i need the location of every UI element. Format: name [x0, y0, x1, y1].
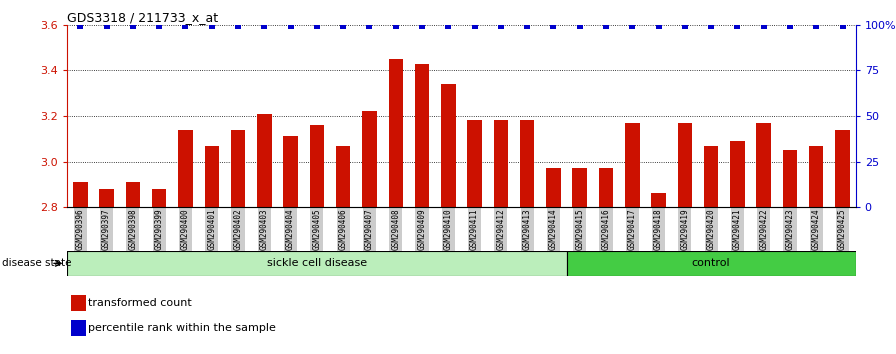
Bar: [310, 125, 324, 207]
Point: [415, 23, 429, 29]
Point: [573, 23, 587, 29]
Point: [625, 23, 640, 29]
Point: [231, 23, 246, 29]
Point: [310, 23, 324, 29]
Point: [651, 23, 666, 29]
Bar: [704, 145, 719, 207]
Bar: [783, 150, 797, 207]
Point: [178, 23, 193, 29]
Bar: [67, 251, 566, 276]
Point: [677, 23, 692, 29]
Bar: [651, 193, 666, 207]
Point: [389, 23, 403, 29]
Point: [704, 23, 719, 29]
Bar: [756, 123, 771, 207]
Bar: [599, 169, 613, 207]
Bar: [73, 182, 88, 207]
Bar: [257, 114, 271, 207]
Text: sickle cell disease: sickle cell disease: [267, 258, 367, 268]
Bar: [125, 182, 140, 207]
Point: [730, 23, 745, 29]
Point: [152, 23, 167, 29]
Bar: [835, 130, 849, 207]
Bar: [520, 120, 534, 207]
Point: [520, 23, 534, 29]
Bar: [72, 320, 86, 336]
Bar: [178, 130, 193, 207]
Bar: [809, 145, 823, 207]
Text: transformed count: transformed count: [88, 298, 192, 308]
Point: [809, 23, 823, 29]
Point: [756, 23, 771, 29]
Bar: [573, 169, 587, 207]
Point: [547, 23, 561, 29]
Bar: [152, 189, 167, 207]
Bar: [231, 130, 246, 207]
Bar: [494, 120, 508, 207]
Bar: [415, 63, 429, 207]
Text: GDS3318 / 211733_x_at: GDS3318 / 211733_x_at: [67, 11, 219, 24]
Bar: [336, 145, 350, 207]
Text: control: control: [692, 258, 730, 268]
Point: [336, 23, 350, 29]
Bar: [677, 123, 692, 207]
Point: [441, 23, 455, 29]
Bar: [547, 169, 561, 207]
Point: [362, 23, 376, 29]
Point: [835, 23, 849, 29]
Point: [468, 23, 482, 29]
Bar: [441, 84, 455, 207]
Text: disease state: disease state: [2, 258, 72, 268]
Bar: [72, 295, 86, 311]
Point: [73, 23, 88, 29]
Bar: [283, 136, 297, 207]
Bar: [468, 120, 482, 207]
Bar: [566, 251, 856, 276]
Bar: [204, 145, 219, 207]
Point: [283, 23, 297, 29]
Bar: [389, 59, 403, 207]
Bar: [625, 123, 640, 207]
Text: percentile rank within the sample: percentile rank within the sample: [88, 323, 276, 333]
Point: [99, 23, 114, 29]
Bar: [730, 141, 745, 207]
Point: [257, 23, 271, 29]
Point: [783, 23, 797, 29]
Point: [599, 23, 613, 29]
Bar: [362, 112, 376, 207]
Point: [204, 23, 219, 29]
Point: [494, 23, 508, 29]
Bar: [99, 189, 114, 207]
Point: [125, 23, 140, 29]
